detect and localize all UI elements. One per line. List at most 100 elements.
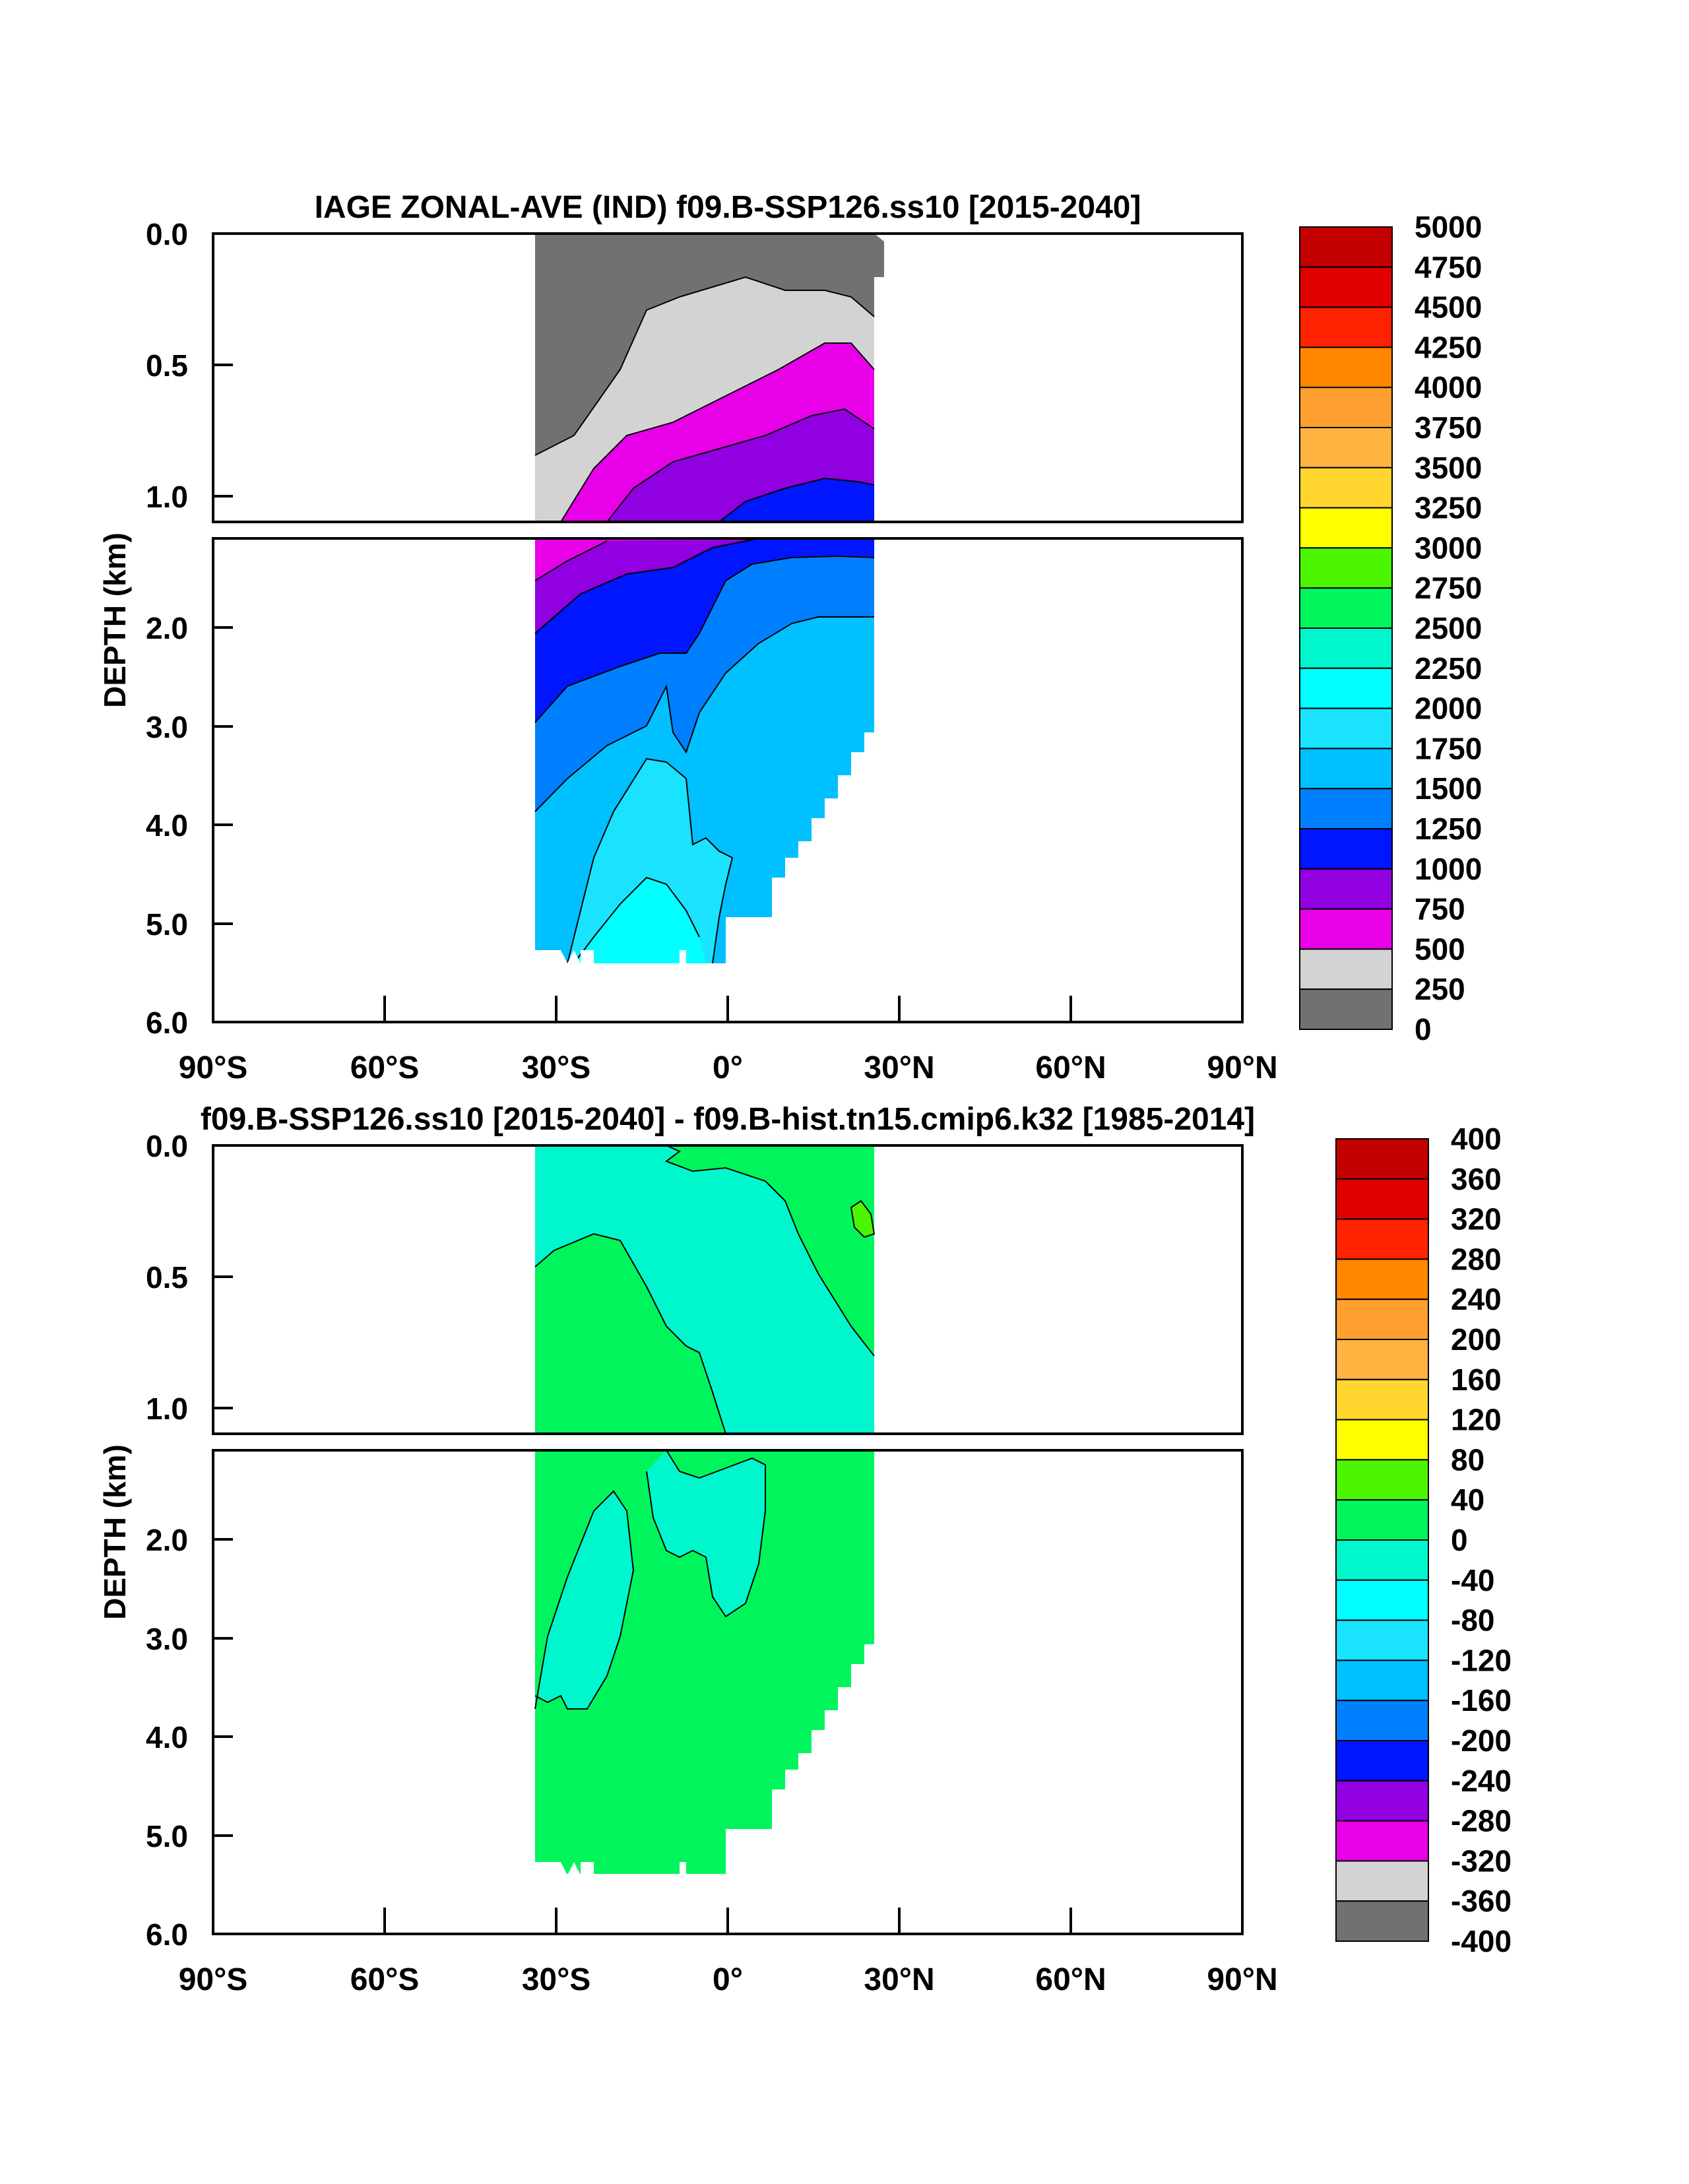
- colorbar-label: 120: [1451, 1403, 1502, 1437]
- chart-1-y-ticks: [213, 232, 233, 925]
- colorbar-label: -320: [1451, 1844, 1512, 1878]
- colorbar-swatch: [1335, 1539, 1429, 1581]
- colorbar-swatch: [1335, 1659, 1429, 1702]
- colorbar-label: 2000: [1415, 691, 1482, 726]
- colorbar-swatch: [1335, 1138, 1429, 1180]
- chart-1-xtick-4: 30°N: [864, 1050, 934, 1085]
- colorbar-label: 3500: [1415, 451, 1482, 485]
- chart-1-ytick-3: 2.0: [146, 611, 188, 645]
- colorbar-swatch: [1299, 948, 1393, 990]
- colorbar-swatch: [1299, 587, 1393, 629]
- colorbar-swatch: [1335, 1820, 1429, 1862]
- colorbar-swatch: [1335, 1419, 1429, 1461]
- colorbar-label: 500: [1415, 932, 1465, 966]
- chart-2-ytick-3: 2.0: [146, 1523, 188, 1557]
- region-40-80-patch: [851, 1201, 874, 1237]
- colorbar-label: 200: [1451, 1322, 1502, 1357]
- colorbar-label: 80: [1451, 1442, 1484, 1477]
- chart-1-ytick-4: 3.0: [146, 710, 188, 744]
- colorbar-label: 4750: [1415, 250, 1482, 284]
- band-1750-2000: [567, 759, 732, 963]
- colorbar-label: 2250: [1415, 651, 1482, 686]
- colorbar-swatch: [1299, 547, 1393, 589]
- colorbar-label: 2750: [1415, 571, 1482, 605]
- colorbar-label: 4250: [1415, 330, 1482, 364]
- colorbar-swatch: [1299, 667, 1393, 709]
- chart-2-xtick-2: 30°S: [522, 1962, 591, 1997]
- colorbar-label: 280: [1451, 1242, 1502, 1276]
- colorbar-label: 3000: [1415, 530, 1482, 565]
- colorbar-swatch: [1335, 1459, 1429, 1501]
- colorbar-label: -360: [1451, 1884, 1512, 1918]
- colorbar-label: 1250: [1415, 812, 1482, 846]
- colorbar-label: -80: [1451, 1603, 1494, 1638]
- colorbar-swatch: [1299, 466, 1393, 509]
- colorbar-swatch: [1335, 1780, 1429, 1822]
- colorbar-swatch: [1299, 306, 1393, 348]
- colorbar-swatch: [1335, 1218, 1429, 1260]
- chart-2-title: f09.B-SSP126.ss10 [2015-2040] - f09.B-hi…: [201, 1102, 1255, 1137]
- colorbar-label: -160: [1451, 1683, 1512, 1718]
- colorbar-swatch: [1299, 788, 1393, 829]
- colorbar-label: -400: [1451, 1924, 1512, 1958]
- colorbar-swatch: [1335, 1900, 1429, 1942]
- colorbar-swatch: [1299, 427, 1393, 468]
- colorbar-label: 0: [1451, 1523, 1468, 1557]
- region-0-40-upper: [535, 1234, 726, 1434]
- colorbar-label: 3250: [1415, 491, 1482, 525]
- chart-2-ytick-4: 3.0: [146, 1622, 188, 1656]
- colorbar-swatch: [1299, 507, 1393, 549]
- colorbar-swatch: [1299, 868, 1393, 910]
- chart-2-xtick-3: 0°: [713, 1962, 743, 1997]
- colorbar-swatch: [1299, 828, 1393, 870]
- colorbar-label: 400: [1451, 1122, 1502, 1156]
- chart-2-xtick-5: 60°N: [1035, 1962, 1106, 1997]
- colorbar-swatch: [1335, 1339, 1429, 1380]
- colorbar-label: 5000: [1415, 210, 1482, 244]
- colorbar-swatch: [1335, 1299, 1429, 1340]
- colorbar-swatch: [1335, 1860, 1429, 1902]
- chart-1-xtick-2: 30°S: [522, 1050, 591, 1085]
- colorbar-label: -40: [1451, 1563, 1494, 1597]
- region-neg40-0-north: [647, 1450, 765, 1617]
- colorbar-label: 2500: [1415, 611, 1482, 645]
- colorbar-label: 1500: [1415, 771, 1482, 806]
- colorbar-swatch: [1299, 908, 1393, 950]
- colorbar-swatch: [1335, 1178, 1429, 1220]
- chart-1-lower-fill: [534, 538, 1242, 1022]
- colorbar-swatch: [1299, 627, 1393, 669]
- colorbar-label: 240: [1451, 1282, 1502, 1316]
- chart-1-xtick-6: 90°N: [1207, 1050, 1277, 1085]
- chart-2-ytick-1: 0.5: [146, 1260, 188, 1295]
- colorbar-swatch: [1299, 988, 1393, 1030]
- chart-1-upper-fill: [534, 234, 884, 522]
- colorbar-label: -120: [1451, 1643, 1512, 1677]
- contour-lines-2-upper: [534, 1145, 876, 1434]
- chart-1-ytick-5: 4.0: [146, 808, 188, 843]
- chart-1-x-ticks: [383, 996, 1072, 1022]
- colorbar-label: -200: [1451, 1723, 1512, 1758]
- colorbar-label: 40: [1451, 1483, 1484, 1517]
- bathymetry-mask-2: [535, 1611, 1242, 1934]
- band-1000-1250: [719, 478, 874, 522]
- band-2000-2250: [574, 878, 706, 963]
- chart-1-ytick-7: 6.0: [146, 1006, 188, 1040]
- colorbar-swatch: [1335, 1499, 1429, 1541]
- colorbar-label: 4500: [1415, 290, 1482, 325]
- chart-1-ytick-1: 0.5: [146, 348, 188, 383]
- colorbar-label: 3750: [1415, 410, 1482, 445]
- colorbar-swatch: [1335, 1378, 1429, 1421]
- chart-1-ylabel: DEPTH (km): [98, 532, 132, 708]
- region-0-40-ne: [666, 1145, 874, 1356]
- chart-1-xtick-5: 60°N: [1035, 1050, 1106, 1085]
- chart-2-xtick-1: 60°S: [350, 1962, 420, 1997]
- colorbar-swatch: [1335, 1619, 1429, 1661]
- colorbar-swatch: [1335, 1258, 1429, 1301]
- contour-lines-lower: [534, 538, 875, 964]
- colorbar-label: 160: [1451, 1363, 1502, 1397]
- chart-2-xtick-6: 90°N: [1207, 1962, 1277, 1997]
- colorbar-swatch: [1299, 346, 1393, 389]
- chart-1-upper-frame: [212, 232, 1244, 523]
- chart-1-colorbar: 5000475045004250400037503500325030002750…: [1299, 210, 1482, 1046]
- chart-2-ylabel: DEPTH (km): [98, 1444, 132, 1620]
